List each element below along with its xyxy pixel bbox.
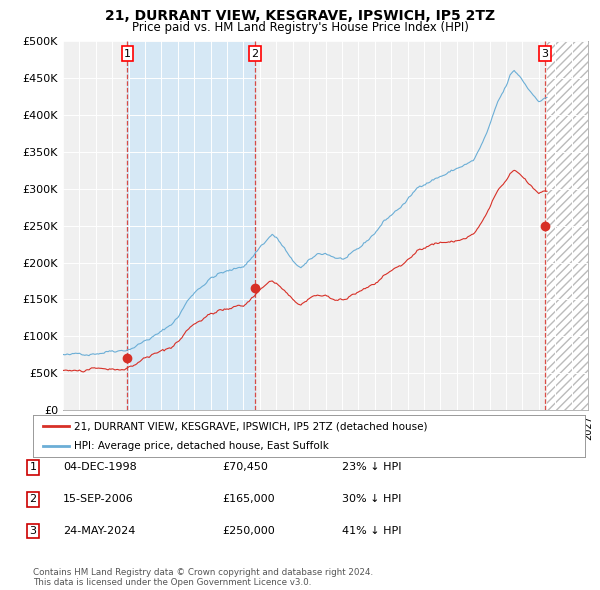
Text: 41% ↓ HPI: 41% ↓ HPI — [342, 526, 401, 536]
Text: 1: 1 — [29, 463, 37, 472]
Text: 3: 3 — [29, 526, 37, 536]
Text: Contains HM Land Registry data © Crown copyright and database right 2024.
This d: Contains HM Land Registry data © Crown c… — [33, 568, 373, 587]
Bar — [547, 41, 588, 410]
Text: £70,450: £70,450 — [222, 463, 268, 472]
Text: 15-SEP-2006: 15-SEP-2006 — [63, 494, 134, 504]
Text: 3: 3 — [542, 49, 548, 58]
Text: 24-MAY-2024: 24-MAY-2024 — [63, 526, 136, 536]
Text: 21, DURRANT VIEW, KESGRAVE, IPSWICH, IP5 2TZ (detached house): 21, DURRANT VIEW, KESGRAVE, IPSWICH, IP5… — [74, 421, 428, 431]
Text: 04-DEC-1998: 04-DEC-1998 — [63, 463, 137, 472]
Text: HPI: Average price, detached house, East Suffolk: HPI: Average price, detached house, East… — [74, 441, 329, 451]
Text: £165,000: £165,000 — [222, 494, 275, 504]
Text: Price paid vs. HM Land Registry's House Price Index (HPI): Price paid vs. HM Land Registry's House … — [131, 21, 469, 34]
Text: 30% ↓ HPI: 30% ↓ HPI — [342, 494, 401, 504]
Text: 2: 2 — [251, 49, 259, 58]
Bar — [127, 41, 255, 410]
Text: 21, DURRANT VIEW, KESGRAVE, IPSWICH, IP5 2TZ: 21, DURRANT VIEW, KESGRAVE, IPSWICH, IP5… — [105, 9, 495, 23]
Text: 23% ↓ HPI: 23% ↓ HPI — [342, 463, 401, 472]
Bar — [547, 41, 588, 410]
Text: 2: 2 — [29, 494, 37, 504]
Text: £250,000: £250,000 — [222, 526, 275, 536]
Text: 1: 1 — [124, 49, 131, 58]
